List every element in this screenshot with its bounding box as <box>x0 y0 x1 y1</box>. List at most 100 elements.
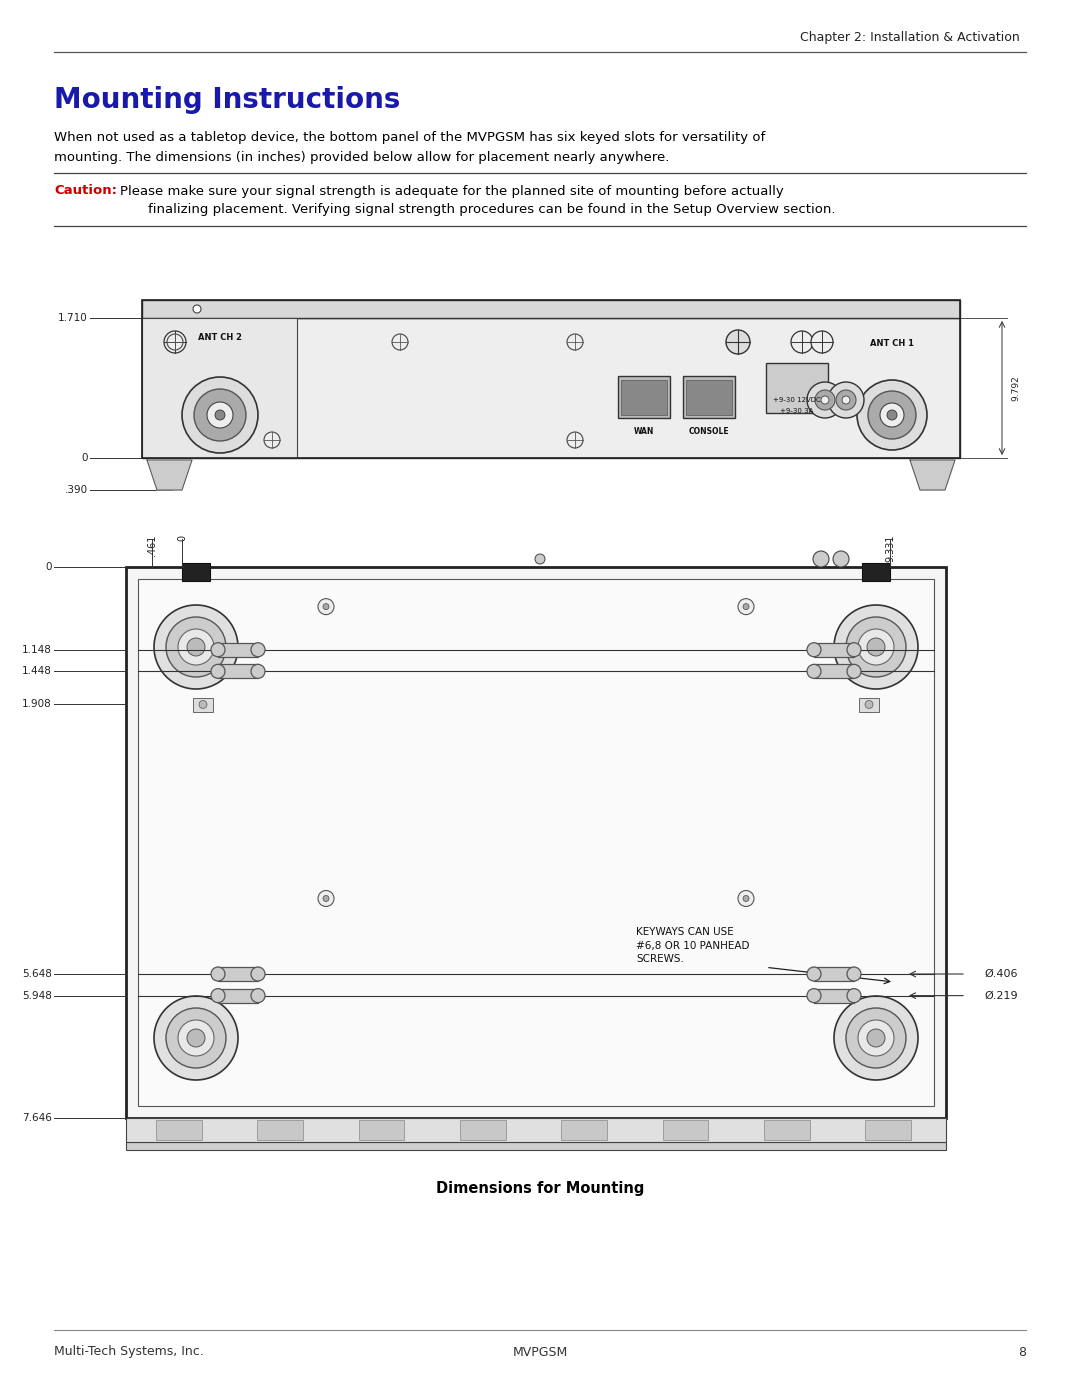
Circle shape <box>858 380 927 450</box>
Circle shape <box>166 1009 226 1067</box>
Bar <box>141 319 297 458</box>
Text: 1.908: 1.908 <box>23 700 52 710</box>
Bar <box>138 578 934 1106</box>
Bar <box>766 363 828 414</box>
Text: 0: 0 <box>81 453 87 462</box>
Circle shape <box>167 334 183 351</box>
Circle shape <box>154 605 238 689</box>
Circle shape <box>842 395 850 404</box>
Circle shape <box>807 665 821 679</box>
Circle shape <box>323 895 329 901</box>
Circle shape <box>567 334 583 351</box>
Circle shape <box>865 700 873 708</box>
Bar <box>218 967 258 981</box>
Circle shape <box>834 996 918 1080</box>
Text: ANT CH 1: ANT CH 1 <box>870 338 914 348</box>
Circle shape <box>251 665 265 679</box>
Circle shape <box>743 604 750 609</box>
Bar <box>218 643 258 657</box>
Text: +9-30 3A: +9-30 3A <box>781 408 813 414</box>
Circle shape <box>846 1009 906 1067</box>
Bar <box>359 1120 404 1140</box>
Circle shape <box>178 629 214 665</box>
Circle shape <box>183 377 258 453</box>
Circle shape <box>251 989 265 1003</box>
Circle shape <box>807 989 821 1003</box>
Text: CONSOLE: CONSOLE <box>689 427 729 436</box>
Text: 1.148: 1.148 <box>22 645 52 655</box>
Bar <box>141 300 960 458</box>
Circle shape <box>392 334 408 351</box>
Text: MVPGSM: MVPGSM <box>512 1345 568 1358</box>
Circle shape <box>867 638 885 657</box>
Circle shape <box>811 331 833 353</box>
Text: When not used as a tabletop device, the bottom panel of the MVPGSM has six keyed: When not used as a tabletop device, the … <box>54 131 766 144</box>
Circle shape <box>887 409 897 420</box>
Circle shape <box>211 665 225 679</box>
Text: Please make sure your signal strength is adequate for the planned site of mounti: Please make sure your signal strength is… <box>120 184 784 197</box>
Bar <box>814 967 854 981</box>
Circle shape <box>847 665 861 679</box>
Circle shape <box>199 700 207 708</box>
Circle shape <box>821 395 829 404</box>
Circle shape <box>868 391 916 439</box>
Text: mounting. The dimensions (in inches) provided below allow for placement nearly a: mounting. The dimensions (in inches) pro… <box>54 151 670 163</box>
Circle shape <box>858 629 894 665</box>
Text: Dimensions for Mounting: Dimensions for Mounting <box>436 1180 644 1196</box>
Circle shape <box>178 1020 214 1056</box>
Text: 9.331: 9.331 <box>885 535 895 563</box>
Bar <box>814 643 854 657</box>
Text: +9-30 12VDC: +9-30 12VDC <box>773 397 821 402</box>
Circle shape <box>738 599 754 615</box>
Bar <box>126 1141 946 1150</box>
Circle shape <box>323 604 329 609</box>
Circle shape <box>194 388 246 441</box>
Circle shape <box>880 402 904 427</box>
Circle shape <box>207 402 233 427</box>
Text: Ø.219: Ø.219 <box>984 990 1017 1000</box>
Bar <box>183 563 210 581</box>
Bar <box>862 563 890 581</box>
Text: ANT CH 2: ANT CH 2 <box>198 334 242 342</box>
Bar <box>562 1120 607 1140</box>
Text: Caution:: Caution: <box>54 184 117 197</box>
Circle shape <box>251 967 265 981</box>
Bar <box>814 665 854 679</box>
Text: Chapter 2: Installation & Activation: Chapter 2: Installation & Activation <box>800 32 1020 45</box>
Text: 1.448: 1.448 <box>22 666 52 676</box>
Circle shape <box>834 605 918 689</box>
Circle shape <box>847 989 861 1003</box>
Circle shape <box>187 1030 205 1046</box>
Text: 0: 0 <box>45 562 52 571</box>
Circle shape <box>535 555 545 564</box>
Bar <box>218 665 258 679</box>
Circle shape <box>738 890 754 907</box>
Bar <box>663 1120 708 1140</box>
Circle shape <box>211 989 225 1003</box>
Circle shape <box>867 1030 885 1046</box>
Circle shape <box>833 550 849 567</box>
Text: 5.948: 5.948 <box>22 990 52 1000</box>
Circle shape <box>791 331 813 353</box>
Text: 8: 8 <box>1018 1345 1026 1358</box>
Bar <box>193 698 213 712</box>
Bar <box>814 989 854 1003</box>
Bar <box>686 380 732 415</box>
Bar <box>621 380 667 415</box>
Circle shape <box>828 381 864 418</box>
Circle shape <box>807 967 821 981</box>
Circle shape <box>567 432 583 448</box>
Text: KEYWAYS CAN USE
#6,8 OR 10 PANHEAD
SCREWS.: KEYWAYS CAN USE #6,8 OR 10 PANHEAD SCREW… <box>636 928 750 964</box>
Circle shape <box>166 617 226 678</box>
Text: WAN: WAN <box>634 427 654 436</box>
Text: 7.646: 7.646 <box>22 1113 52 1123</box>
Circle shape <box>264 432 280 448</box>
Circle shape <box>807 381 843 418</box>
Bar <box>126 567 946 1118</box>
Bar <box>865 1120 910 1140</box>
Circle shape <box>318 890 334 907</box>
Text: 0: 0 <box>177 535 187 541</box>
Text: .461: .461 <box>147 535 157 556</box>
Bar <box>764 1120 810 1140</box>
Bar <box>126 1118 946 1141</box>
